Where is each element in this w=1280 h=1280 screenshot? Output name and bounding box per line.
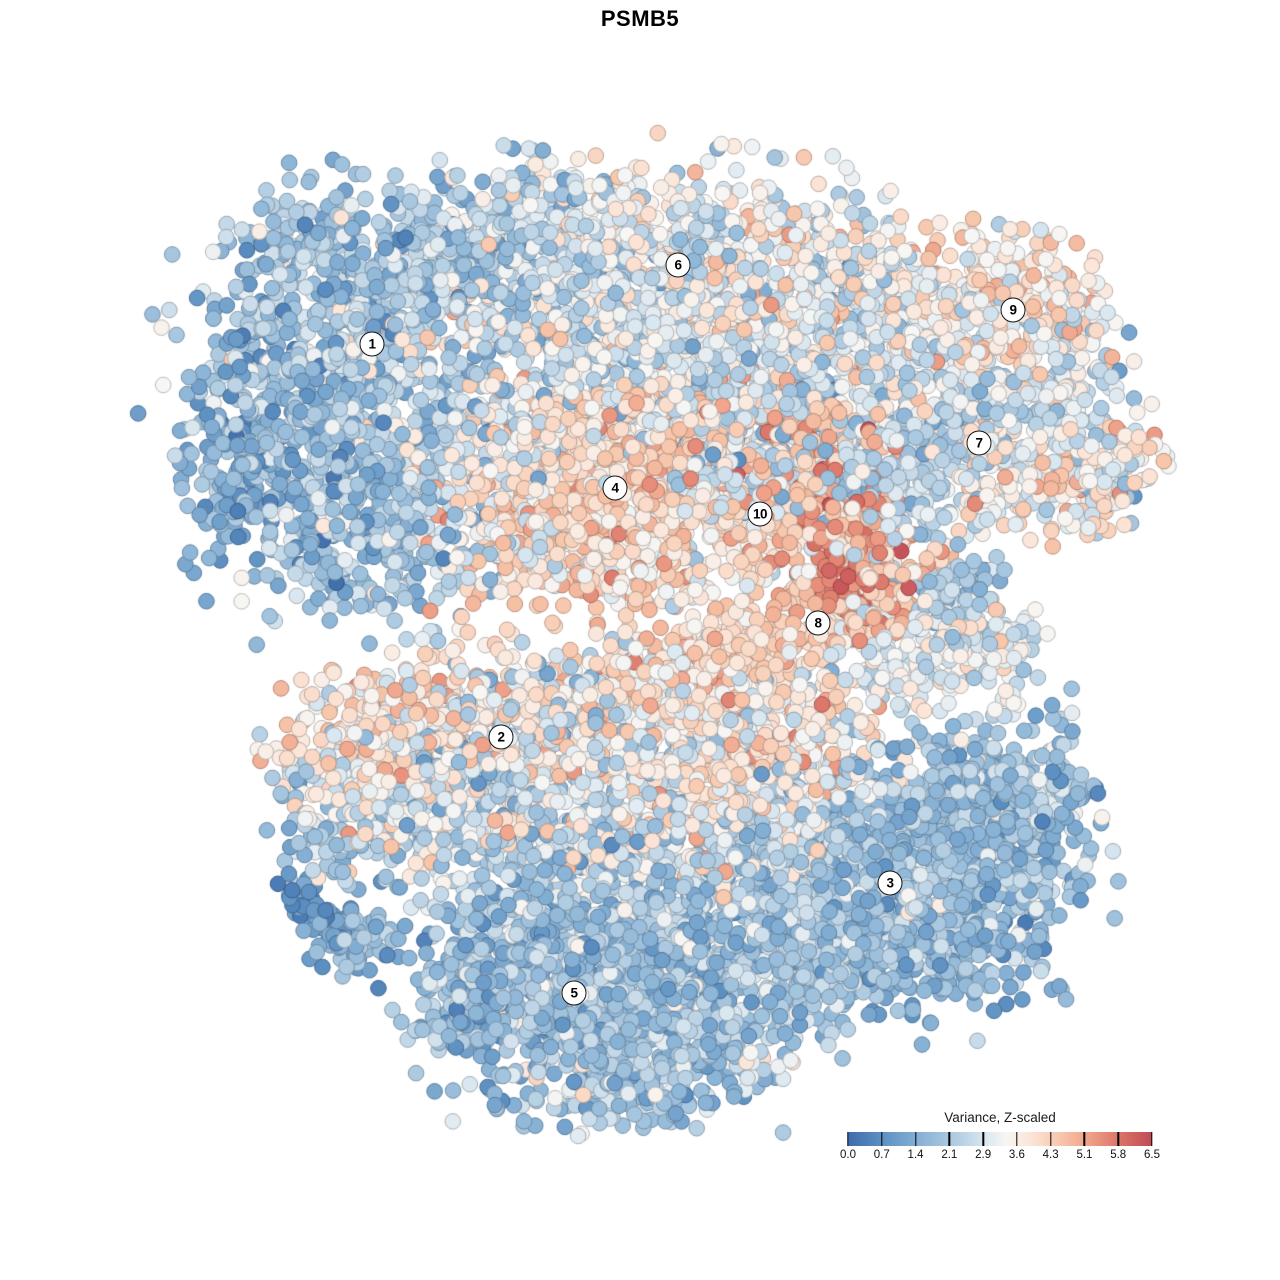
colorbar-tick [1083, 1132, 1086, 1146]
colorbar-tick-labels: 0.0 0.7 1.4 2.1 2.9 3.6 4.3 5.1 5.8 6.5 [840, 1149, 1160, 1165]
colorbar-tick-label: 2.9 [975, 1149, 992, 1161]
cluster-label-4: 4 [602, 475, 628, 501]
colorbar-tick-label: 4.3 [1042, 1149, 1059, 1161]
colorbar-tick-label: 5.1 [1076, 1149, 1093, 1161]
cluster-label-8: 8 [805, 610, 831, 636]
colorbar-title: Variance, Z-scaled [944, 1110, 1056, 1125]
cluster-label-3: 3 [877, 870, 903, 896]
colorbar-tick [1151, 1132, 1153, 1146]
cluster-label-7: 7 [966, 430, 992, 456]
cluster-label-2: 2 [488, 724, 514, 750]
plot-title: PSMB5 [600, 6, 680, 31]
colorbar-legend: Variance, Z-scaled 0.0 0.7 1.4 2.1 2.9 3.6 4.3… [840, 1110, 1160, 1165]
cluster-label-5: 5 [561, 980, 587, 1006]
colorbar-tick [1117, 1132, 1119, 1146]
colorbar-tick-label: 0.7 [873, 1149, 890, 1161]
colorbar-tick-label: 1.4 [907, 1149, 924, 1161]
cluster-label-1: 1 [359, 331, 385, 357]
colorbar-tick-label: 3.6 [1008, 1149, 1025, 1161]
colorbar-tick-label: 5.8 [1110, 1149, 1127, 1161]
colorbar-tick [1016, 1132, 1018, 1146]
colorbar-tick [881, 1132, 883, 1146]
colorbar-tick-label: 6.5 [1144, 1149, 1160, 1161]
cluster-label-10: 10 [747, 501, 773, 527]
colorbar-tick-label: 0.0 [840, 1149, 856, 1161]
cluster-label-6: 6 [665, 252, 691, 278]
colorbar-tick-label: 2.1 [941, 1149, 958, 1161]
colorbar-tick [982, 1132, 984, 1146]
colorbar-tick [1049, 1132, 1052, 1146]
colorbar-tick [914, 1132, 917, 1146]
colorbar-tick [948, 1132, 951, 1146]
colorbar-tick [847, 1132, 849, 1146]
cluster-label-9: 9 [1000, 297, 1026, 323]
colorbar-gradient [847, 1132, 1153, 1146]
